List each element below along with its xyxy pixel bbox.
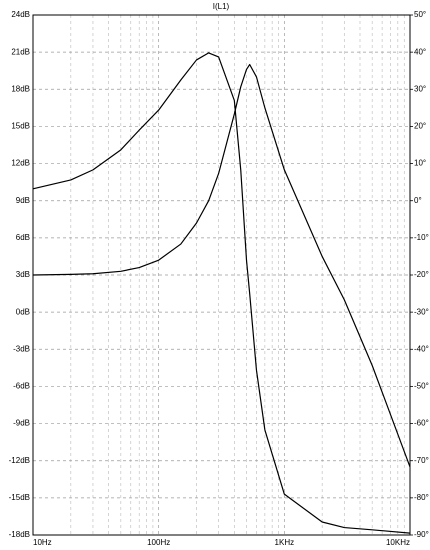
x-tick-label: 100Hz: [147, 538, 170, 547]
y-tick-label: 18dB: [11, 84, 30, 93]
y-tick-label: 9dB: [16, 196, 30, 205]
y-tick-label: 6dB: [16, 233, 30, 242]
y-tick-label: -15dB: [9, 493, 30, 502]
y2-tick-label: 30°: [414, 84, 426, 93]
y2-tick-label: -50°: [414, 382, 429, 391]
y2-tick-label: -30°: [414, 307, 429, 316]
y-tick-label: 24dB: [11, 10, 30, 19]
y2-tick-label: -20°: [414, 270, 429, 279]
y-tick-label: 15dB: [11, 122, 30, 131]
y2-tick-label: -90°: [414, 530, 429, 539]
y-tick-label: 3dB: [16, 270, 30, 279]
series-line: [32, 52, 411, 534]
y-tick-label: 21dB: [11, 47, 30, 56]
y-tick-label: -12dB: [9, 456, 30, 465]
y2-tick-label: -10°: [414, 233, 429, 242]
x-tick-label: 1KHz: [275, 538, 295, 547]
y-tick-label: 12dB: [11, 159, 30, 168]
y2-tick-label: 10°: [414, 159, 426, 168]
series-line: [32, 63, 411, 468]
y2-tick-label: 50°: [414, 10, 426, 19]
y-tick-label: -18dB: [9, 530, 30, 539]
y-tick-label: 0dB: [16, 307, 30, 316]
y-tick-label: -6dB: [13, 382, 30, 391]
y2-tick-label: -80°: [414, 493, 429, 502]
y2-tick-label: -70°: [414, 456, 429, 465]
y2-tick-label: -40°: [414, 344, 429, 353]
x-tick-label: 10KHz: [386, 538, 410, 547]
y2-tick-label: 20°: [414, 122, 426, 131]
y-tick-label: -9dB: [13, 419, 30, 428]
y2-tick-label: -60°: [414, 419, 429, 428]
y2-tick-label: 0°: [414, 196, 422, 205]
chart-title: I(L1): [213, 2, 230, 11]
x-tick-label: 10Hz: [33, 538, 52, 547]
y2-tick-label: 40°: [414, 47, 426, 56]
y-tick-label: -3dB: [13, 344, 30, 353]
